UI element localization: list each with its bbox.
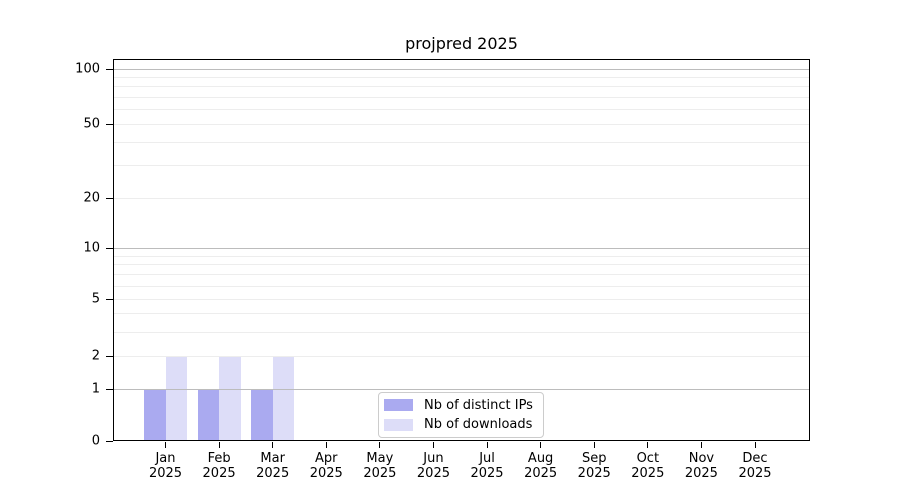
axes-frame xyxy=(113,59,810,441)
x-axis-tick xyxy=(379,442,381,448)
x-tick-label: Sep 2025 xyxy=(578,451,611,481)
x-tick-label-line: 2025 xyxy=(631,466,665,481)
y-axis-tick xyxy=(106,388,113,390)
x-tick-label-line: Aug xyxy=(527,451,554,466)
legend-item-downloads: Nb of downloads xyxy=(384,416,535,434)
x-tick-label: Feb 2025 xyxy=(203,451,236,481)
x-tick-label-line: 2025 xyxy=(470,466,504,481)
x-axis-tick xyxy=(272,442,274,448)
x-tick-label-line: 2025 xyxy=(684,466,718,481)
gridline-minor xyxy=(114,141,809,143)
x-axis-tick xyxy=(754,442,756,448)
y-axis-tick xyxy=(106,247,113,249)
y-axis-tick xyxy=(106,440,113,442)
x-axis-tick xyxy=(486,442,488,448)
gridline-minor xyxy=(114,86,809,88)
gridline-major xyxy=(114,247,809,249)
y-tick-label: 1 xyxy=(91,381,100,397)
gridline-minor xyxy=(114,96,809,98)
x-axis-tick xyxy=(432,442,434,448)
gridline-minor xyxy=(114,165,809,167)
bar xyxy=(219,356,241,441)
x-axis-tick xyxy=(218,442,220,448)
x-tick-label-line: Dec xyxy=(742,451,768,466)
x-tick-label: Apr 2025 xyxy=(310,451,343,481)
x-tick-label-line: 2025 xyxy=(309,466,343,481)
x-tick-label: Dec 2025 xyxy=(738,451,771,481)
y-tick-label: 2 xyxy=(91,348,100,364)
gridline-minor xyxy=(114,197,809,199)
x-tick-label: Jul 2025 xyxy=(470,451,503,481)
y-axis-tick xyxy=(106,123,113,125)
x-tick-label: Mar 2025 xyxy=(256,451,289,481)
gridline-major xyxy=(114,68,809,70)
y-tick-label: 20 xyxy=(83,190,100,206)
x-tick-label-line: Mar xyxy=(260,451,285,466)
gridline-minor xyxy=(114,264,809,266)
y-tick-label: 100 xyxy=(75,61,100,77)
gridline-minor xyxy=(114,76,809,78)
x-axis-tick xyxy=(700,442,702,448)
legend-label-downloads: Nb of downloads xyxy=(424,417,533,433)
x-axis-tick xyxy=(647,442,649,448)
gridline-minor xyxy=(114,355,809,357)
x-tick-label-line: Oct xyxy=(636,451,660,466)
y-axis-tick xyxy=(106,298,113,300)
x-tick-label-line: 2025 xyxy=(416,466,450,481)
bar xyxy=(272,356,295,441)
x-tick-label-line: 2025 xyxy=(256,466,290,481)
x-tick-label-line: Apr xyxy=(315,451,338,466)
x-tick-label-line: 2025 xyxy=(148,466,183,481)
y-axis-tick xyxy=(106,68,113,70)
x-tick-label: Aug 2025 xyxy=(524,451,557,481)
gridline-minor xyxy=(114,298,809,300)
bar xyxy=(197,389,220,441)
chart-title: projpred 2025 xyxy=(405,34,518,53)
gridline-minor xyxy=(114,274,809,276)
legend-label-distinct-ips: Nb of distinct IPs xyxy=(424,397,533,413)
x-axis-tick xyxy=(540,442,542,448)
bar xyxy=(251,389,273,441)
legend-swatch-distinct-ips xyxy=(384,399,413,412)
x-tick-label-line: 2025 xyxy=(363,466,397,481)
gridline-minor xyxy=(114,331,809,333)
x-tick-label: Jun 2025 xyxy=(417,451,450,481)
gridline-minor xyxy=(114,123,809,125)
x-tick-label-line: 2025 xyxy=(738,466,772,481)
x-tick-label-line: 2025 xyxy=(524,466,558,481)
gridline-major xyxy=(114,388,809,390)
x-tick-label-line: Nov xyxy=(688,451,715,466)
gridline-minor xyxy=(114,285,809,287)
x-tick-label-line: Sep xyxy=(581,451,607,466)
y-tick-label: 10 xyxy=(83,240,100,256)
x-tick-label-line: Jun xyxy=(423,451,444,466)
x-axis-tick xyxy=(325,442,327,448)
x-tick-label: Jan 2025 xyxy=(149,451,182,481)
y-tick-label: 0 xyxy=(91,433,100,449)
x-tick-label: May 2025 xyxy=(363,451,396,481)
y-tick-label: 5 xyxy=(91,291,100,307)
bar xyxy=(165,356,187,441)
y-tick-label: 50 xyxy=(83,116,100,132)
x-axis-tick xyxy=(593,442,595,448)
x-tick-label-line: 2025 xyxy=(202,466,236,481)
x-tick-label-line: Feb xyxy=(207,451,231,466)
gridline-minor xyxy=(114,109,809,111)
x-tick-label: Nov 2025 xyxy=(685,451,718,481)
x-tick-label-line: Jan xyxy=(155,451,176,466)
legend: Nb of distinct IPs Nb of downloads xyxy=(378,392,544,438)
gridline-minor xyxy=(114,313,809,315)
x-axis-tick xyxy=(165,442,166,448)
x-tick-label: Oct 2025 xyxy=(631,451,664,481)
x-tick-label-line: 2025 xyxy=(577,466,611,481)
gridline-minor xyxy=(114,255,809,257)
bar xyxy=(144,389,166,441)
x-tick-label-line: Jul xyxy=(479,451,495,466)
x-tick-label-line: May xyxy=(366,451,394,466)
legend-swatch-downloads xyxy=(384,418,413,431)
y-axis-tick xyxy=(106,197,113,199)
y-axis-tick xyxy=(106,355,113,357)
legend-item-distinct-ips: Nb of distinct IPs xyxy=(384,396,535,414)
